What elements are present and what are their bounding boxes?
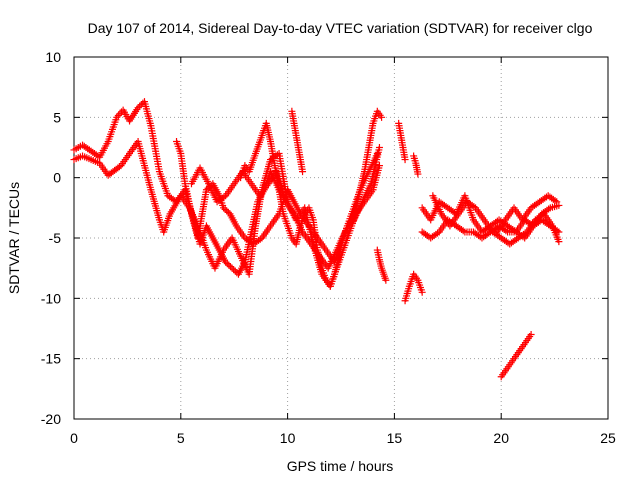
x-tick-label: 5 — [177, 430, 185, 446]
data-point — [225, 261, 233, 269]
y-tick-label: -5 — [49, 230, 62, 246]
data-point — [527, 331, 535, 339]
data-point — [202, 186, 210, 194]
data-point — [136, 102, 144, 110]
series-s10 — [401, 270, 426, 305]
series-s15 — [497, 331, 535, 381]
data-point — [418, 288, 426, 296]
series-s9 — [410, 152, 422, 178]
series-s14 — [493, 192, 561, 236]
data-point — [401, 156, 409, 164]
data-point — [220, 204, 228, 212]
data-point — [551, 197, 559, 205]
data-point — [228, 264, 236, 272]
x-tick-label: 25 — [600, 430, 616, 446]
data-point — [545, 205, 553, 213]
data-point — [222, 258, 230, 266]
y-tick-label: 5 — [53, 109, 61, 125]
y-axis-label: SDTVAR / TECUs — [6, 182, 22, 294]
series-s6 — [288, 107, 307, 176]
x-axis-label: GPS time / hours — [287, 458, 394, 474]
chart-title: Day 107 of 2014, Sidereal Day-to-day VTE… — [88, 20, 593, 36]
series-s8 — [395, 119, 409, 164]
data-point — [223, 207, 231, 215]
series-s5 — [237, 107, 386, 290]
data-point — [224, 208, 232, 216]
data-point — [538, 211, 546, 219]
axis-ticks: 0 5 10 15 20 25 10 5 0 -5 -10 -15 -20 — [41, 49, 616, 446]
series-s7 — [373, 246, 390, 284]
y-tick-label: -10 — [41, 290, 61, 306]
data-point — [382, 276, 390, 284]
data-point — [553, 198, 561, 206]
data-point — [378, 113, 386, 121]
data-point — [375, 162, 383, 170]
data-point — [470, 203, 478, 211]
data-point — [221, 205, 229, 213]
data-point — [434, 229, 442, 237]
data-point — [299, 168, 307, 176]
data-point — [414, 170, 422, 178]
data-point — [226, 263, 234, 271]
data-point — [116, 110, 124, 118]
x-tick-label: 15 — [387, 430, 403, 446]
data-point — [220, 193, 228, 201]
y-tick-label: -15 — [41, 351, 61, 367]
data-points — [70, 98, 563, 381]
x-tick-label: 0 — [70, 430, 78, 446]
data-point — [230, 266, 238, 274]
data-point — [521, 229, 529, 237]
data-point — [555, 201, 563, 209]
data-point — [459, 227, 467, 235]
y-tick-label: 0 — [53, 170, 61, 186]
data-point — [134, 104, 142, 112]
y-tick-label: -20 — [41, 411, 61, 427]
data-point — [137, 101, 145, 109]
x-tick-label: 20 — [493, 430, 509, 446]
data-point — [555, 238, 563, 246]
data-point — [375, 144, 383, 151]
y-tick-label: 10 — [45, 49, 61, 65]
data-point — [115, 163, 123, 171]
data-point — [256, 235, 264, 243]
data-point — [231, 267, 239, 275]
data-point — [502, 227, 510, 235]
x-tick-label: 10 — [280, 430, 296, 446]
data-point — [223, 260, 231, 268]
series-s13 — [429, 192, 563, 248]
